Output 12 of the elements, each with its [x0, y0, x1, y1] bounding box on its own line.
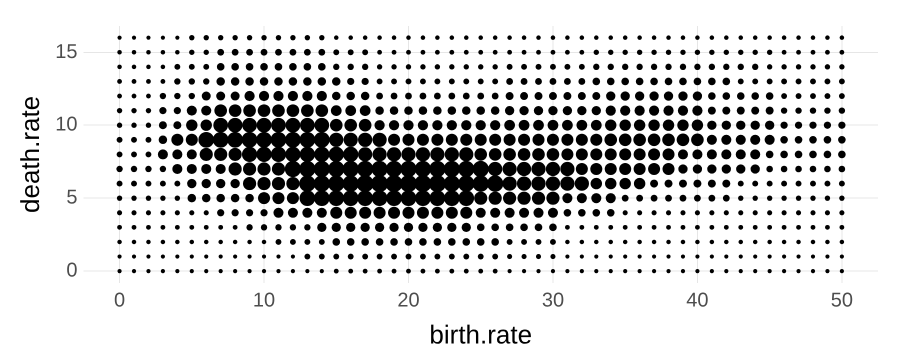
x-tick-label: 50 — [830, 289, 854, 312]
y-axis-title: death.rate — [14, 96, 45, 213]
x-tick-label: 40 — [686, 289, 709, 312]
y-tick-label: 5 — [66, 186, 78, 209]
y-tick-label: 10 — [55, 114, 78, 136]
y-tick-label: 15 — [55, 40, 78, 63]
x-tick-label: 0 — [114, 289, 126, 312]
y-tick-label: 0 — [66, 260, 78, 282]
x-tick-label: 30 — [542, 289, 564, 312]
x-axis-title: birth.rate — [429, 320, 532, 350]
x-tick-label: 10 — [252, 289, 276, 312]
x-tick-label: 20 — [397, 289, 420, 312]
